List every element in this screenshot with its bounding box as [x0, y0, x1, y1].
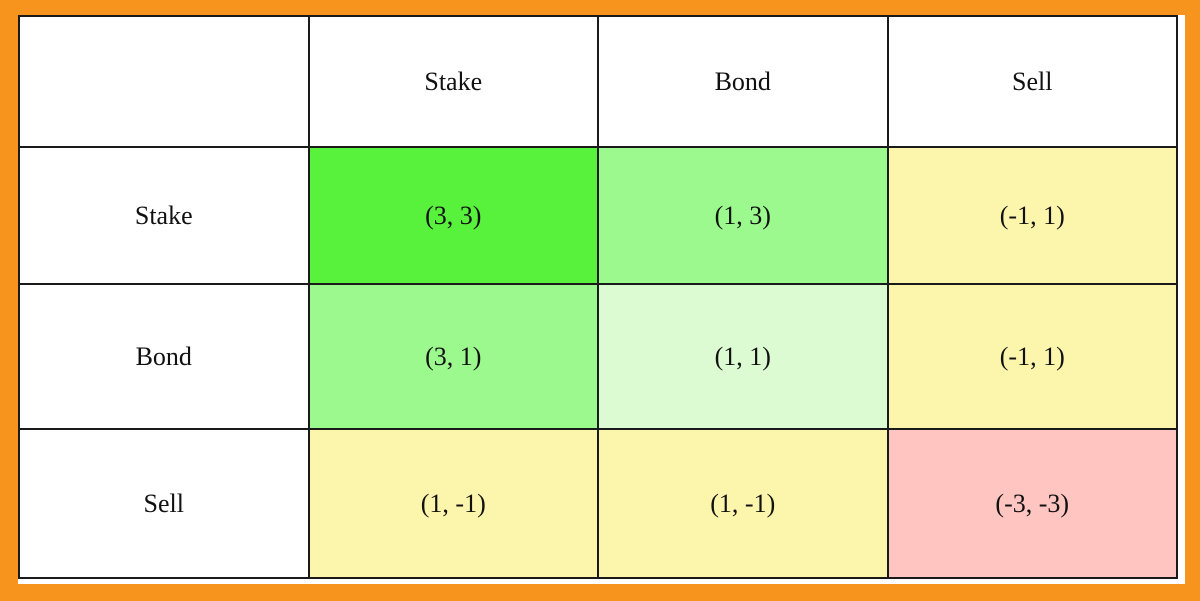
payoff-cell-stake-stake: (3, 3) — [307, 146, 599, 285]
payoff-cell-sell-stake: (1, -1) — [307, 428, 599, 579]
payoff-cell-stake-bond: (1, 3) — [597, 146, 889, 285]
payoff-matrix: Stake Bond Sell Stake (3, 3) (1, 3) (-1,… — [18, 15, 1178, 579]
column-header-bond: Bond — [597, 15, 889, 148]
payoff-cell-bond-bond: (1, 1) — [597, 283, 889, 430]
row-header-sell: Sell — [18, 428, 310, 579]
payoff-cell-sell-bond: (1, -1) — [597, 428, 889, 579]
header-row: Stake Bond Sell — [18, 15, 1178, 148]
payoff-cell-sell-sell: (-3, -3) — [886, 428, 1178, 579]
row-bond: Bond (3, 1) (1, 1) (-1, 1) — [18, 283, 1178, 430]
column-header-sell: Sell — [886, 15, 1178, 148]
page-background: Stake Bond Sell Stake (3, 3) (1, 3) (-1,… — [18, 15, 1185, 584]
payoff-cell-bond-sell: (-1, 1) — [886, 283, 1178, 430]
row-header-stake: Stake — [18, 146, 310, 285]
payoff-cell-stake-sell: (-1, 1) — [886, 146, 1178, 285]
row-sell: Sell (1, -1) (1, -1) (-3, -3) — [18, 428, 1178, 579]
corner-cell — [18, 15, 310, 148]
payoff-cell-bond-stake: (3, 1) — [307, 283, 599, 430]
row-header-bond: Bond — [18, 283, 310, 430]
column-header-stake: Stake — [307, 15, 599, 148]
row-stake: Stake (3, 3) (1, 3) (-1, 1) — [18, 146, 1178, 285]
